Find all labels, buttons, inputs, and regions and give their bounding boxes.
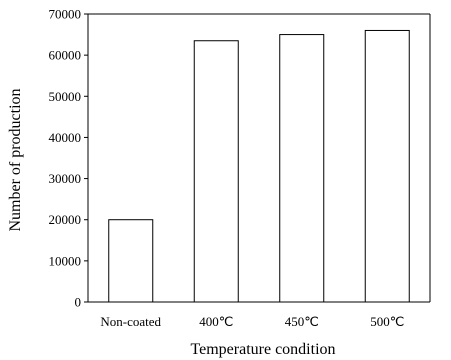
x-axis-ticks: Non-coated 400℃ 450℃ 500℃ xyxy=(100,314,404,329)
x-tick-label: 400℃ xyxy=(199,314,233,329)
x-tick-label: Non-coated xyxy=(100,314,161,329)
y-tick-label: 0 xyxy=(75,295,82,310)
bar xyxy=(279,34,325,303)
x-tick-label: 500℃ xyxy=(370,314,404,329)
y-tick-label: 70000 xyxy=(49,7,82,22)
y-tick-label: 30000 xyxy=(49,171,82,186)
bar xyxy=(364,29,410,303)
y-tick-label: 10000 xyxy=(49,253,82,268)
y-tick-label: 40000 xyxy=(49,130,82,145)
y-tick-label: 60000 xyxy=(49,48,82,63)
y-axis-ticks: 0 10000 20000 30000 40000 50000 60000 70000 xyxy=(49,7,88,310)
y-axis-title: Number of production xyxy=(7,88,24,231)
y-tick-label: 50000 xyxy=(49,89,82,104)
bars xyxy=(108,29,410,303)
x-axis-title: Temperature condition xyxy=(190,341,335,358)
y-tick-label: 20000 xyxy=(49,212,82,227)
x-tick-label: 450℃ xyxy=(285,314,319,329)
bar xyxy=(193,40,239,303)
bar xyxy=(108,219,154,303)
